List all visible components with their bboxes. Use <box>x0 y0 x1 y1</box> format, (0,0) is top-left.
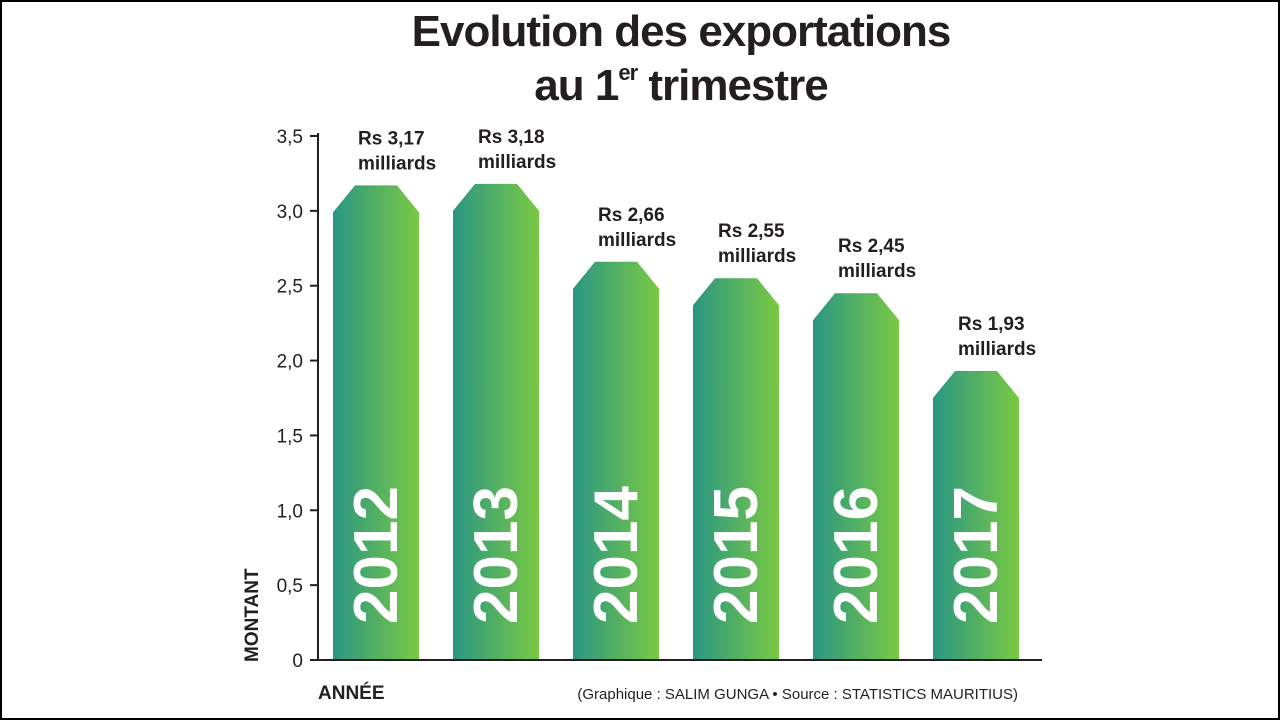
y-tick-label: 1,5 <box>277 426 303 447</box>
y-tick-label: 3,0 <box>277 202 303 223</box>
y-axis-ticks: 0 0,5 1,0 1,5 2,0 2,5 3,0 3,5 <box>277 127 318 672</box>
bar-value-label: Rs 2,45 <box>838 236 905 257</box>
y-tick-label: 2,5 <box>277 277 303 298</box>
bar-value-label: Rs 1,93 <box>958 314 1025 335</box>
bar-2013 <box>453 183 539 660</box>
bars: 2012 Rs 3,17 milliards 2013 Rs 3,18 milliards… <box>333 127 1036 661</box>
bar-year-label: 2012 <box>342 486 411 624</box>
chart-title-line2: au 1er trimestre <box>534 60 827 110</box>
y-axis-title: MONTANT <box>242 568 263 662</box>
y-tick-label: 3,5 <box>277 127 303 148</box>
bar-2012 <box>333 185 419 661</box>
chart-title-line2-prefix: au 1 <box>534 61 619 110</box>
bar-2014 <box>573 261 659 660</box>
y-tick-label: 0,5 <box>277 576 303 597</box>
bar-year-label: 2017 <box>942 486 1011 624</box>
y-tick-label: 0 <box>292 651 303 672</box>
chart-title-line1: Evolution des exportations <box>412 7 951 56</box>
y-tick-label: 1,0 <box>277 501 303 522</box>
y-tick-label: 2,0 <box>277 352 303 373</box>
bar-2016 <box>813 293 899 660</box>
chart-title-line2-sup: er <box>618 60 638 85</box>
bar-value-unit: milliards <box>958 339 1036 360</box>
x-axis-title: ANNÉE <box>318 682 385 704</box>
bar-value-unit: milliards <box>718 246 796 267</box>
source-credit: (Graphique : SALIM GUNGA • Source : STAT… <box>577 686 1018 703</box>
bar-value-label: Rs 3,18 <box>478 127 545 148</box>
bar-year-label: 2013 <box>462 486 531 624</box>
bar-value-label: Rs 2,66 <box>598 205 665 226</box>
chart-title-line2-suffix: trimestre <box>637 61 828 110</box>
bar-year-label: 2016 <box>822 486 891 624</box>
bar-value-unit: milliards <box>838 261 916 282</box>
bar-2015 <box>693 278 779 660</box>
bar-year-label: 2015 <box>702 486 771 624</box>
bar-2017 <box>933 371 1019 660</box>
bar-year-label: 2014 <box>582 486 651 624</box>
bar-value-unit: milliards <box>478 152 556 173</box>
bar-value-label: Rs 3,17 <box>358 128 425 149</box>
bar-value-label: Rs 2,55 <box>718 221 785 242</box>
bar-value-unit: milliards <box>598 230 676 251</box>
bar-value-unit: milliards <box>358 153 436 174</box>
